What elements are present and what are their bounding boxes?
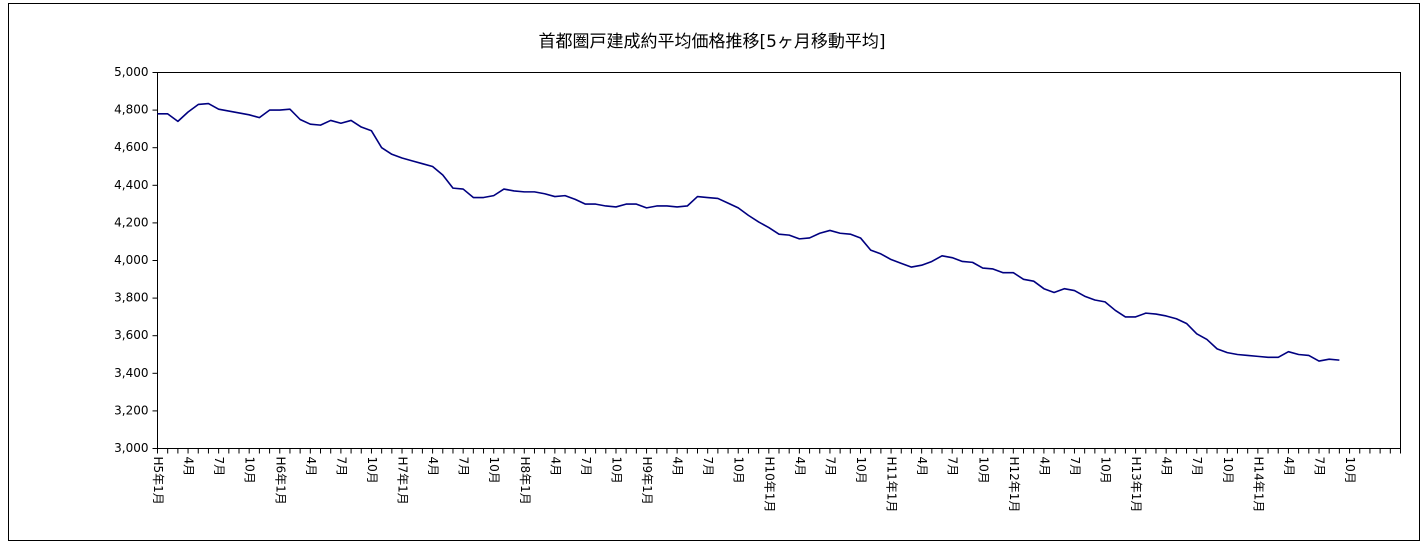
x-tick-label: 10月 <box>609 457 623 484</box>
x-tick-label: 10月 <box>976 457 990 484</box>
x-tick-label: 10月 <box>732 457 746 484</box>
x-tick-label: 7月 <box>701 457 715 477</box>
x-tick-label: 4月 <box>793 457 807 477</box>
x-tick-label: 7月 <box>457 457 471 477</box>
x-tick-label: 10月 <box>854 457 868 484</box>
x-tick-label: H11年1月 <box>885 457 899 513</box>
x-tick-label: 7月 <box>1068 457 1082 477</box>
x-tick-label: 10月 <box>243 457 257 484</box>
x-tick-label: 7月 <box>946 457 960 477</box>
x-tick-label: 7月 <box>334 457 348 477</box>
x-tick-label: H12年1月 <box>1007 457 1021 513</box>
y-tick-label: 3,200 <box>114 403 148 417</box>
x-tick-label: 7月 <box>579 457 593 477</box>
x-tick-label: 10月 <box>1099 457 1113 484</box>
x-tick-label: 10月 <box>365 457 379 484</box>
y-tick-label: 3,000 <box>114 441 148 455</box>
x-tick-label: 7月 <box>823 457 837 477</box>
x-tick-label: 7月 <box>1312 457 1326 477</box>
x-tick-label: 4月 <box>426 457 440 477</box>
y-tick-label: 3,800 <box>114 291 148 305</box>
x-tick-label: 4月 <box>182 457 196 477</box>
data-line <box>157 102 1340 362</box>
x-tick-label: H5年1月 <box>151 457 165 505</box>
chart-title: 首都圏戸建成約平均価格推移[5ヶ月移動平均] <box>538 32 885 52</box>
x-tick-label: H8年1月 <box>518 457 532 505</box>
y-tick-label: 4,400 <box>114 178 148 192</box>
y-tick-label: 5,000 <box>114 65 148 79</box>
x-tick-label: H10年1月 <box>762 457 776 513</box>
x-tick-label: 4月 <box>1160 457 1174 477</box>
x-tick-label: 10月 <box>1221 457 1235 484</box>
x-tick-label: 10月 <box>1343 457 1357 484</box>
x-tick-label: 4月 <box>548 457 562 477</box>
x-tick-label: 4月 <box>1282 457 1296 477</box>
x-tick-label: H13年1月 <box>1129 457 1143 513</box>
y-tick-label: 4,200 <box>114 215 148 229</box>
x-tick-label: 4月 <box>304 457 318 477</box>
x-tick-label: 4月 <box>671 457 685 477</box>
x-tick-label: 7月 <box>212 457 226 477</box>
chart-frame <box>8 3 1420 541</box>
y-tick-label: 4,000 <box>114 253 148 267</box>
y-tick-label: 3,400 <box>114 366 148 380</box>
x-tick-label: 7月 <box>1190 457 1204 477</box>
x-tick-label: H14年1月 <box>1251 457 1265 513</box>
x-tick-label: 4月 <box>1037 457 1051 477</box>
x-tick-label: H6年1月 <box>273 457 287 505</box>
x-tick-label: 4月 <box>915 457 929 477</box>
y-tick-label: 3,600 <box>114 328 148 342</box>
x-tick-label: 10月 <box>487 457 501 484</box>
y-tick-label: 4,600 <box>114 140 148 154</box>
y-tick-label: 4,800 <box>114 103 148 117</box>
x-tick-label: H7年1月 <box>396 457 410 505</box>
x-tick-label: H9年1月 <box>640 457 654 505</box>
